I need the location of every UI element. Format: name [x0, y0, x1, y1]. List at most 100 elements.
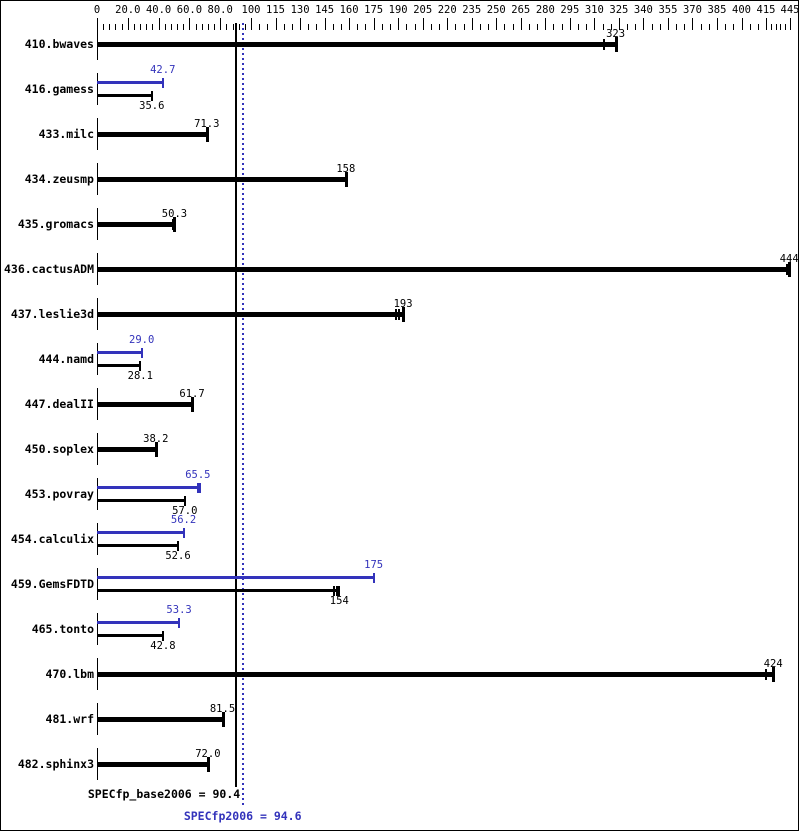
axis-minor-tick	[455, 24, 457, 30]
run-median-tick	[394, 309, 397, 320]
axis-major-tick	[324, 18, 326, 30]
run-median-tick	[332, 586, 335, 596]
axis-tick-label: 355	[658, 4, 678, 16]
axis-major-tick	[618, 18, 620, 30]
axis-major-tick	[667, 18, 669, 30]
axis-major-tick	[766, 18, 768, 30]
base-value-label: 323	[606, 28, 626, 40]
axis-minor-tick	[627, 24, 629, 30]
axis-minor-tick	[488, 24, 490, 30]
axis-minor-tick	[283, 24, 285, 30]
base-bar	[97, 312, 404, 317]
axis-major-tick	[569, 18, 571, 30]
base-value-label: 42.8	[150, 640, 176, 652]
axis-minor-tick	[201, 24, 203, 30]
axis-minor-tick	[512, 24, 514, 30]
base-bar-end-cap	[788, 262, 792, 277]
base-bar	[97, 94, 152, 97]
base-bar	[97, 717, 223, 722]
base-bar	[97, 447, 156, 452]
peak-bar	[97, 81, 163, 84]
axis-tick-label: 130	[290, 4, 310, 16]
axis-minor-tick	[121, 24, 123, 30]
peak-value-label: 65.5	[185, 469, 211, 481]
benchmark-name: 465.tonto	[31, 622, 94, 636]
axis-tick-label: 80.0	[207, 4, 233, 16]
base-bar-end-cap	[173, 217, 177, 232]
axis-major-tick	[594, 18, 596, 30]
axis-major-tick	[643, 18, 645, 30]
benchmark-name: 470.lbm	[45, 667, 94, 681]
base-bar-end-cap	[402, 307, 406, 322]
peak-value-label: 29.0	[129, 334, 155, 346]
benchmark-name: 433.milc	[38, 127, 94, 141]
axis-minor-tick	[406, 24, 408, 30]
axis-minor-tick	[146, 24, 148, 30]
axis-minor-tick	[140, 24, 142, 30]
axis-minor-tick	[365, 24, 367, 30]
base-bar	[97, 402, 193, 407]
base-bar-end-cap	[139, 361, 142, 371]
benchmark-name: 444.namd	[38, 352, 94, 366]
axis-major-tick	[790, 18, 791, 30]
base-bar	[97, 544, 178, 547]
base-bar	[97, 222, 175, 227]
axis-minor-tick	[332, 24, 334, 30]
axis-minor-tick	[133, 24, 135, 30]
axis-minor-tick	[537, 24, 539, 30]
base-bar-end-cap	[191, 397, 195, 412]
axis-minor-tick	[602, 24, 604, 30]
base-value-label: 81.5	[209, 703, 236, 715]
axis-tick-label: 160	[339, 4, 359, 16]
base-bar	[97, 42, 616, 47]
axis-tick-label: 115	[266, 4, 285, 16]
base-value-label: 35.6	[139, 100, 165, 112]
axis-minor-tick	[733, 24, 735, 30]
axis-major-tick	[300, 18, 302, 30]
peak-bar-end-cap	[196, 483, 199, 493]
base-bar	[97, 762, 208, 767]
base-bar-end-cap	[161, 631, 164, 641]
base-mean-line	[235, 23, 238, 787]
peak-value-label: 56.2	[170, 514, 197, 526]
specfp2006-mean-label: SPECfp2006 = 94.6	[183, 809, 302, 823]
axis-minor-tick	[528, 24, 530, 30]
axis-minor-tick	[463, 24, 465, 30]
base-value-label: 444	[779, 253, 799, 265]
axis-major-tick	[158, 18, 160, 30]
base-bar-end-cap	[338, 586, 341, 596]
peak-bar	[97, 531, 184, 534]
base-value-label: 158	[336, 163, 356, 175]
base-value-label: 52.6	[165, 550, 191, 562]
axis-major-tick	[520, 18, 522, 30]
axis-major-tick	[189, 18, 191, 30]
row-axis-baseline	[97, 343, 98, 375]
run-median-tick	[785, 264, 788, 275]
run-median-tick	[397, 309, 400, 320]
axis-minor-tick	[780, 24, 782, 30]
axis-minor-tick	[659, 24, 661, 30]
axis-tick-label: 235	[462, 4, 482, 16]
axis-minor-tick	[214, 24, 216, 30]
peak-bar	[97, 621, 180, 624]
axis-minor-tick	[610, 24, 612, 30]
base-bar-end-cap	[344, 172, 348, 187]
peak-mean-line	[241, 23, 244, 807]
axis-minor-tick	[749, 24, 751, 30]
axis-minor-tick	[340, 24, 342, 30]
run-median-tick	[765, 669, 768, 680]
peak-value-label: 53.3	[166, 604, 192, 616]
axis-tick-label: 310	[584, 4, 604, 16]
axis-minor-tick	[308, 24, 310, 30]
axis-tick-label: 325	[609, 4, 629, 16]
axis-major-tick	[275, 18, 277, 30]
axis-tick-label: 265	[511, 4, 531, 16]
axis-minor-tick	[635, 24, 637, 30]
peak-bar	[97, 486, 198, 489]
axis-tick-label: 415	[756, 4, 776, 16]
axis-major-tick	[716, 18, 718, 30]
base-value-label: 424	[763, 658, 783, 670]
base-bar-end-cap	[177, 541, 179, 551]
benchmark-name: 436.cactusADM	[3, 262, 94, 276]
